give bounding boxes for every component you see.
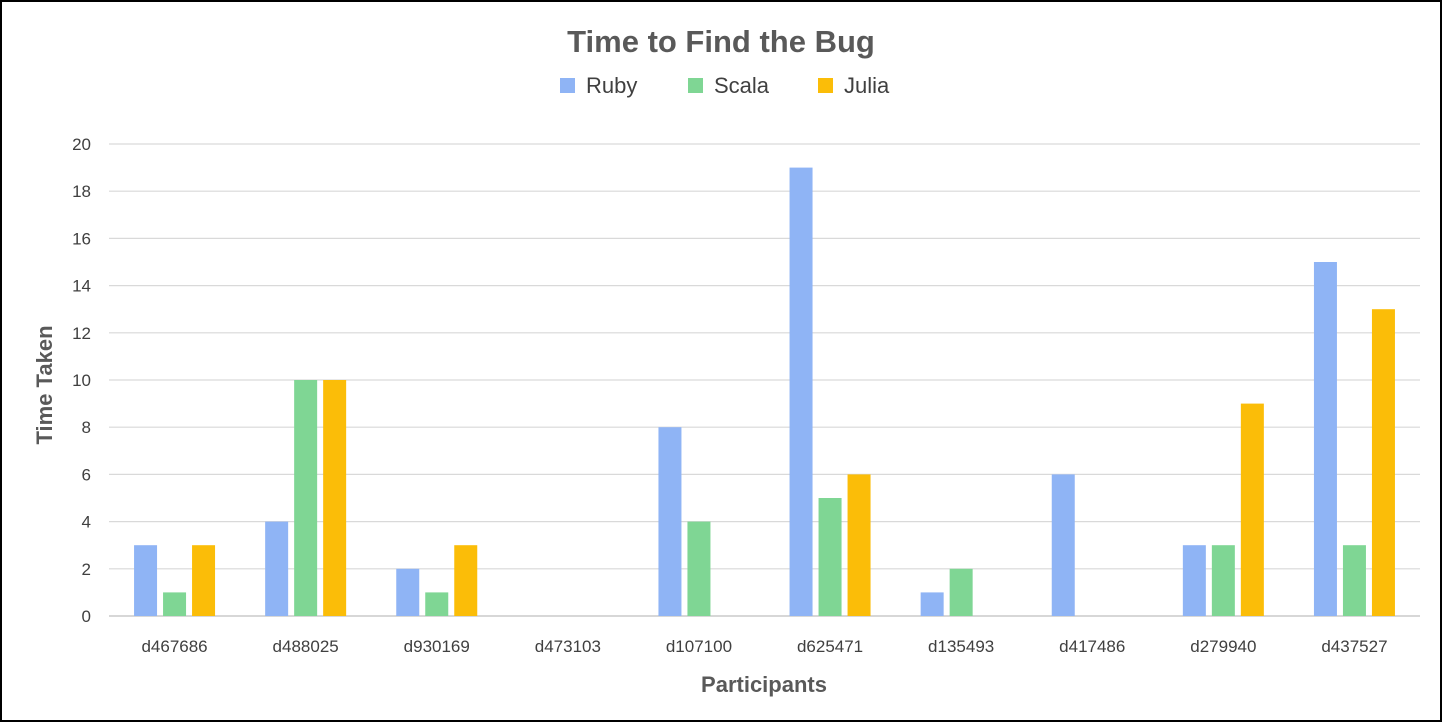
y-tick-label: 12: [72, 324, 91, 343]
bar-julia-d279940: [1240, 403, 1264, 616]
y-tick-label: 10: [72, 371, 91, 390]
bar-scala-d437527: [1342, 545, 1366, 616]
y-tick-label: 0: [82, 607, 91, 626]
legend-label-ruby: Ruby: [586, 73, 637, 98]
bar-ruby-d930169: [396, 568, 420, 616]
y-tick-label: 8: [82, 418, 91, 437]
bar-ruby-d417486: [1051, 474, 1075, 616]
bar-scala-d279940: [1211, 545, 1235, 616]
y-tick-label: 6: [82, 465, 91, 484]
bar-julia-d625471: [847, 474, 871, 616]
x-tick-label: d279940: [1190, 637, 1256, 656]
x-tick-label: d107100: [666, 637, 732, 656]
x-axis-ticks: d467686 d488025 d930169 d473103 d107100 d6254…: [141, 637, 1387, 656]
bar-julia-d437527: [1371, 309, 1395, 616]
y-axis-ticks: 0 2 4 6 8 10 12 14 16 18 20: [72, 135, 91, 626]
bar-ruby-d625471: [789, 167, 813, 616]
y-tick-label: 18: [72, 182, 91, 201]
bar-ruby-d107100: [658, 427, 682, 616]
bar-ruby-d467686: [134, 545, 158, 616]
legend-swatch-julia: [818, 78, 833, 93]
bar-scala-d467686: [163, 592, 187, 616]
bar-scala-d135493: [949, 568, 973, 616]
bar-ruby-d135493: [920, 592, 944, 616]
legend: Ruby Scala Julia: [560, 73, 890, 98]
y-tick-label: 4: [82, 513, 91, 532]
bar-julia-d488025: [323, 380, 347, 616]
x-axis-title: Participants: [701, 672, 827, 697]
y-tick-label: 14: [72, 277, 91, 296]
legend-label-scala: Scala: [714, 73, 770, 98]
bar-ruby-d437527: [1313, 262, 1337, 616]
x-tick-label: d437527: [1321, 637, 1387, 656]
bar-ruby-d279940: [1182, 545, 1206, 616]
y-tick-label: 20: [72, 135, 91, 154]
legend-label-julia: Julia: [844, 73, 890, 98]
bar-ruby-d488025: [265, 521, 289, 616]
x-tick-label: d473103: [535, 637, 601, 656]
legend-swatch-ruby: [560, 78, 575, 93]
x-tick-label: d930169: [404, 637, 470, 656]
y-axis-title: Time Taken: [32, 325, 57, 444]
chart-title: Time to Find the Bug: [567, 24, 875, 59]
bar-scala-d625471: [818, 498, 842, 616]
bar-scala-d107100: [687, 521, 711, 616]
y-tick-label: 16: [72, 229, 91, 248]
bar-julia-d930169: [454, 545, 478, 616]
x-tick-label: d625471: [797, 637, 863, 656]
bar-scala-d930169: [425, 592, 449, 616]
y-tick-label: 2: [82, 560, 91, 579]
bars: [134, 167, 1395, 616]
x-tick-label: d488025: [273, 637, 339, 656]
bar-scala-d488025: [294, 380, 318, 616]
bar-julia-d467686: [192, 545, 216, 616]
x-tick-label: d417486: [1059, 637, 1125, 656]
x-tick-label: d467686: [141, 637, 207, 656]
x-tick-label: d135493: [928, 637, 994, 656]
legend-swatch-scala: [688, 78, 703, 93]
